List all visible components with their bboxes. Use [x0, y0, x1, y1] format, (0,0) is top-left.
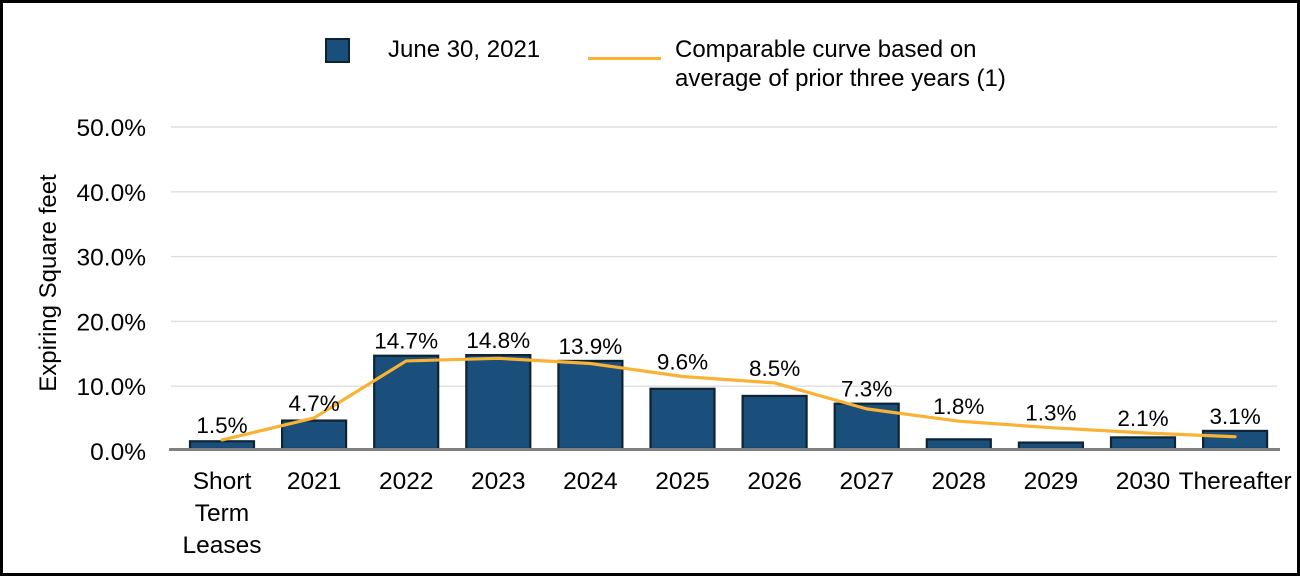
- bar: [741, 394, 808, 451]
- comparable-curve-line: [220, 356, 1237, 442]
- bar: [557, 359, 624, 451]
- bar-data-label: 8.5%: [749, 356, 800, 381]
- x-axis-label: 2022: [379, 468, 434, 495]
- bar: [188, 440, 256, 451]
- bar-data-label: 1.3%: [1025, 401, 1076, 426]
- x-axis-label: 2030: [1116, 468, 1171, 495]
- plot-area: 0.0% 10.0% 20.0% 30.0% 40.0% 50.0% 1.5% 4.7% 14.…: [77, 115, 1292, 559]
- y-tick-label: 40.0%: [77, 180, 146, 207]
- x-axis-label: 2025: [655, 468, 710, 495]
- bar: [925, 438, 992, 451]
- x-axis-label: Thereafter: [1179, 468, 1292, 495]
- bar-data-label: 14.8%: [466, 328, 530, 353]
- y-tick-label: 10.0%: [77, 374, 146, 401]
- x-axis-label: 2027: [839, 468, 894, 495]
- legend-line-series-label: Comparable curve based on average of pri…: [675, 36, 1006, 92]
- bar-data-label: 1.5%: [196, 413, 247, 438]
- x-axis-label: Short Term Leases: [182, 468, 261, 559]
- y-tick-label: 0.0%: [90, 439, 146, 466]
- legend-bar-series-label: June 30, 2021: [388, 36, 541, 63]
- bar-data-label: 3.1%: [1209, 404, 1260, 429]
- y-tick-label: 30.0%: [77, 245, 146, 272]
- x-axis-label: 2028: [932, 468, 987, 495]
- bar: [373, 354, 440, 451]
- x-axis-label: 2029: [1024, 468, 1079, 495]
- bar: [1109, 436, 1177, 451]
- bar-data-label: 2.1%: [1117, 406, 1168, 431]
- bar-data-label: 9.6%: [657, 349, 708, 374]
- legend-bar-swatch-icon: [325, 38, 350, 63]
- bar-data-label: 14.7%: [374, 329, 438, 354]
- y-tick-label: 20.0%: [77, 309, 146, 336]
- y-tick-label: 50.0%: [77, 115, 146, 142]
- bar-data-label: 7.3%: [841, 377, 892, 402]
- bar-data-label: 1.8%: [933, 394, 984, 419]
- bar-data-label: 4.7%: [288, 391, 339, 416]
- x-axis-label: 2026: [747, 468, 802, 495]
- bar: [1201, 429, 1269, 451]
- x-axis-label: 2021: [287, 468, 342, 495]
- bar-data-label: 13.9%: [558, 334, 622, 359]
- bar: [649, 387, 716, 451]
- bar: [465, 353, 532, 451]
- legend-line-swatch-icon: [588, 57, 661, 60]
- x-axis-label: 2023: [471, 468, 526, 495]
- x-axis-label: 2024: [563, 468, 618, 495]
